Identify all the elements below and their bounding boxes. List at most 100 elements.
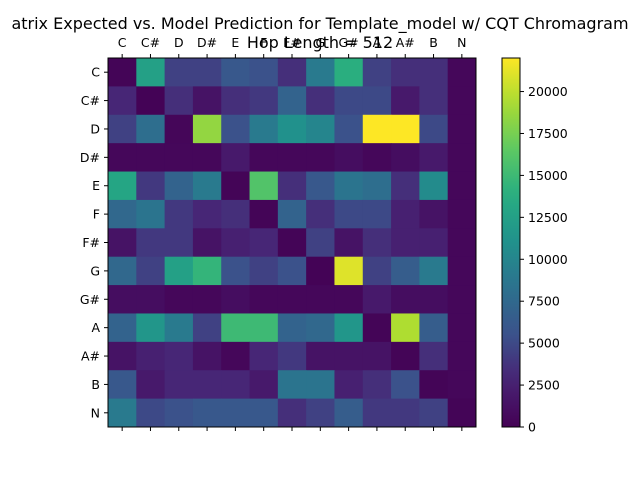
cell-E-F (249, 171, 279, 201)
cell-F-F# (277, 199, 307, 229)
y-tick-label: D (90, 121, 100, 136)
cell-B-G (306, 370, 335, 400)
cell-N-G# (334, 398, 364, 428)
cell-N-G (306, 398, 335, 428)
cell-F-C (108, 199, 137, 229)
cell-N-B (419, 398, 449, 428)
cell-C-C# (136, 58, 166, 87)
cell-E-G# (334, 171, 364, 201)
cell-E-B (419, 171, 449, 201)
cell-E-C (108, 171, 137, 201)
cell-E-C# (136, 171, 166, 201)
cell-C#-B (419, 86, 449, 116)
cell-N-C (108, 398, 137, 428)
cell-D-A (362, 114, 392, 144)
cell-G#-D# (192, 285, 222, 314)
cell-D-D# (192, 114, 222, 144)
cell-N-D# (192, 398, 222, 428)
cell-E-N (447, 171, 477, 201)
cell-A-D (164, 313, 194, 343)
cell-D-F# (277, 114, 307, 144)
cell-B-D (164, 370, 194, 400)
cell-A#-G (306, 341, 335, 371)
colorbar-tick-label: 7500 (528, 294, 560, 309)
cell-C#-G# (334, 86, 364, 116)
cell-N-C# (136, 398, 166, 428)
cell-E-E (221, 171, 251, 201)
cell-B-C (108, 370, 137, 400)
cell-G#-C (108, 285, 137, 314)
cell-A-G (306, 313, 335, 343)
cell-B-F# (277, 370, 307, 400)
cell-G-G# (334, 256, 364, 286)
x-axis: C C# D D# E F F# G G# A A# B N (118, 35, 467, 431)
cell-E-D (164, 171, 194, 201)
cell-F-G# (334, 199, 364, 229)
cell-F#-C# (136, 228, 166, 258)
cell-E-G (306, 171, 335, 201)
cell-D#-D (164, 143, 194, 173)
cell-A#-E (221, 341, 251, 371)
cell-B-G# (334, 370, 364, 400)
x-tick-label: C (118, 35, 127, 50)
cell-A-G# (334, 313, 364, 343)
colorbar-tick-label: 15000 (528, 168, 568, 183)
cell-B-A (362, 370, 392, 400)
cell-C#-D# (192, 86, 222, 116)
cell-A-F (249, 313, 279, 343)
cell-A-B (419, 313, 449, 343)
cell-D#-G (306, 143, 335, 173)
cell-E-D# (192, 171, 222, 201)
cell-D#-N (447, 143, 477, 173)
cell-G#-F# (277, 285, 307, 314)
y-tick-label: C (91, 65, 100, 80)
cell-A#-C# (136, 341, 166, 371)
cell-C#-G (306, 86, 335, 116)
cell-G-A (362, 256, 392, 286)
colorbar-gradient (501, 57, 521, 428)
cell-C#-C (108, 86, 137, 116)
cell-E-F# (277, 171, 307, 201)
cell-A#-G# (334, 341, 364, 371)
cell-A#-F# (277, 341, 307, 371)
x-tick-label: F (260, 35, 267, 50)
cell-G#-N (447, 285, 477, 314)
cell-B-N (447, 370, 477, 400)
cell-G-C# (136, 256, 166, 286)
x-tick-label: G# (339, 35, 359, 50)
cell-F-G (306, 199, 335, 229)
cell-A#-D# (192, 341, 222, 371)
x-tick-label: D (174, 35, 184, 50)
cell-F-B (419, 199, 449, 229)
cell-G#-C# (136, 285, 166, 314)
cell-F#-D# (192, 228, 222, 258)
cell-B-B (419, 370, 449, 400)
x-tick-label: A (373, 35, 382, 50)
x-tick-label: D# (197, 35, 217, 50)
cell-F#-A (362, 228, 392, 258)
cell-D#-A# (391, 143, 420, 173)
cell-C-D# (192, 58, 222, 87)
y-tick-label: F (93, 207, 100, 222)
cell-G#-A (362, 285, 392, 314)
x-tick-label: E (231, 35, 239, 50)
cell-C#-C# (136, 86, 166, 116)
cell-G-N (447, 256, 477, 286)
cell-F#-B (419, 228, 449, 258)
cell-F-A (362, 199, 392, 229)
cell-N-F# (277, 398, 307, 428)
cell-E-A# (391, 171, 420, 201)
cell-F#-D (164, 228, 194, 258)
y-tick-label: N (91, 405, 100, 420)
cell-A-C (108, 313, 137, 343)
cell-A#-C (108, 341, 137, 371)
cell-N-N (447, 398, 477, 428)
cell-A#-N (447, 341, 477, 371)
cell-C-C (108, 58, 137, 87)
cell-G#-G (306, 285, 335, 314)
x-tick-label: F# (283, 35, 301, 50)
cell-N-F (249, 398, 279, 428)
cell-A#-A# (391, 341, 420, 371)
y-tick-label: G (90, 263, 100, 278)
cell-N-A (362, 398, 392, 428)
